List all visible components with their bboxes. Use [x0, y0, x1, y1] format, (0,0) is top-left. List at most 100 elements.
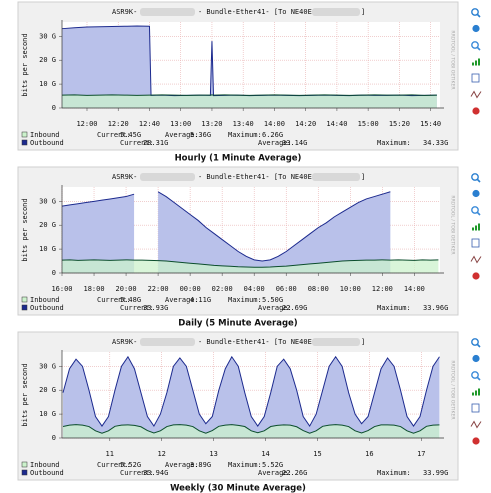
y-tick-label: 10 G	[39, 410, 56, 418]
legend-stat: Average:	[165, 131, 199, 139]
icon	[472, 58, 480, 66]
line	[61, 193, 135, 207]
legend-label: Inbound	[30, 131, 60, 139]
icon-glyph	[472, 62, 474, 66]
legend-stat: 5.52G	[262, 461, 283, 469]
icon	[471, 8, 481, 18]
legend-stat: Average:	[258, 304, 292, 312]
legend-stat: 6.26G	[262, 131, 283, 139]
x-tick-label: 17	[417, 450, 425, 458]
line	[62, 355, 440, 428]
icon-glyph	[472, 227, 474, 231]
x-tick-label: 15:40	[420, 120, 441, 128]
icon	[471, 106, 481, 116]
legend-label: Outbound	[30, 139, 64, 147]
legend-stat: Current:	[120, 139, 154, 147]
y-axis-label: bits per second	[21, 363, 29, 426]
watermark: RRDTOOL / TOBI OETIKER	[450, 360, 456, 420]
x-tick-label: 14	[261, 450, 269, 458]
y-tick-label: 10 G	[39, 245, 56, 253]
legend-stat: 33.93G	[143, 304, 168, 312]
icon	[471, 271, 481, 281]
x-tick-label: 14:20	[295, 120, 316, 128]
icon-glyph	[471, 189, 481, 198]
icon	[472, 223, 480, 231]
icon-glyph	[475, 225, 477, 231]
line	[61, 259, 439, 268]
caption: Daily (5 Minute Average)	[178, 319, 297, 329]
legend-stat: 33.14G	[282, 139, 307, 147]
title: ASR9K-	[112, 173, 137, 181]
redacted	[140, 173, 195, 181]
legend-label: Outbound	[30, 469, 64, 477]
y-axis-label: bits per second	[21, 198, 29, 261]
legend-stat: Maximum:	[228, 296, 262, 304]
x-tick-label: 11	[106, 450, 114, 458]
legend-swatch	[21, 131, 28, 138]
icon-glyph	[476, 13, 481, 18]
x-tick-label: 16:00	[51, 285, 72, 293]
x-tick-label: 13:20	[201, 120, 222, 128]
legend-stat: 5.45G	[120, 131, 141, 139]
icon-glyph	[470, 420, 482, 429]
watermark: RRDTOOL / TOBI OETIKER	[450, 30, 456, 90]
redacted	[140, 8, 195, 16]
icon	[471, 173, 481, 183]
icon-glyph	[471, 338, 479, 346]
x-tick-label: 10:00	[340, 285, 361, 293]
legend-stat: Maximum:	[228, 461, 262, 469]
x-tick-label: 12:00	[76, 120, 97, 128]
redacted	[312, 338, 360, 346]
icon-glyph	[478, 223, 480, 231]
icon	[470, 255, 482, 264]
redacted	[312, 173, 360, 181]
icon-glyph	[476, 376, 481, 381]
legend-stat: 3.89G	[190, 461, 211, 469]
x-tick-label: 22:00	[148, 285, 169, 293]
icon-glyph	[478, 388, 480, 396]
legend-swatch	[21, 296, 28, 303]
legend-stat: 5.50G	[262, 296, 283, 304]
x-tick-label: 13:40	[233, 120, 254, 128]
icon	[470, 90, 482, 99]
x-tick-label: 04:00	[244, 285, 265, 293]
legend-stat: 22.69G	[282, 304, 307, 312]
area	[62, 259, 439, 273]
y-tick-label: 20 G	[39, 221, 56, 229]
icon	[471, 436, 481, 446]
icon	[471, 206, 481, 216]
line	[157, 191, 391, 262]
legend-label: Inbound	[30, 461, 60, 469]
legend-stat: 34.33G	[423, 139, 448, 147]
legend-stat: Average:	[165, 461, 199, 469]
icon-glyph	[472, 392, 474, 396]
legend-stat: Average:	[258, 469, 292, 477]
legend-stat: 33.96G	[423, 304, 448, 312]
y-tick-label: 30 G	[39, 32, 56, 40]
y-tick-label: 10 G	[39, 80, 56, 88]
icon-glyph	[471, 73, 480, 83]
legend-swatch	[21, 469, 28, 476]
y-axis-label: bits per second	[21, 33, 29, 96]
icon	[471, 338, 481, 348]
legend-stat: Current:	[97, 131, 131, 139]
y-tick-label: 0	[52, 434, 56, 442]
area	[63, 356, 440, 438]
icon-glyph	[476, 46, 481, 51]
title: ]	[361, 338, 365, 346]
area	[62, 94, 437, 108]
title: ]	[361, 8, 365, 16]
x-tick-label: 00:00	[180, 285, 201, 293]
x-tick-label: 12:40	[139, 120, 160, 128]
legend-stat: Current:	[97, 296, 131, 304]
icon-glyph	[471, 403, 480, 413]
y-tick-label: 20 G	[39, 386, 56, 394]
legend-label: Outbound	[30, 304, 64, 312]
icon-glyph	[470, 90, 482, 99]
title: ]	[361, 173, 365, 181]
icon	[471, 24, 481, 33]
legend-stat: 5.36G	[190, 131, 211, 139]
x-tick-label: 12	[157, 450, 165, 458]
y-tick-label: 30 G	[39, 362, 56, 370]
legend-stat: Maximum:	[377, 469, 411, 477]
